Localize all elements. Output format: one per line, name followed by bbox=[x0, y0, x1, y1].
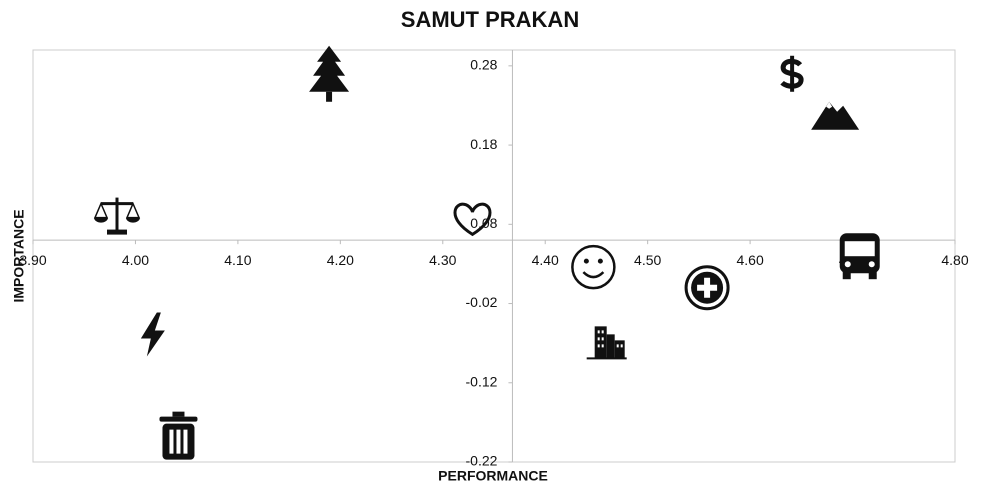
trash-handle bbox=[172, 411, 185, 417]
bus-window bbox=[844, 241, 875, 257]
point-icon bbox=[309, 45, 350, 102]
y-tick-label: 0.28 bbox=[470, 57, 497, 73]
bus-light-right bbox=[868, 261, 875, 268]
mountain-snow bbox=[826, 101, 833, 109]
x-tick-label: 4.80 bbox=[941, 252, 968, 268]
smiley-eye bbox=[597, 258, 603, 264]
point-icon bbox=[811, 101, 860, 130]
point-icon bbox=[140, 312, 165, 357]
scales-base bbox=[107, 229, 128, 235]
smiley-mouth bbox=[582, 271, 605, 279]
point-icon bbox=[780, 55, 804, 92]
point-icon bbox=[839, 233, 880, 280]
building-windows bbox=[597, 330, 623, 348]
tree-trunk bbox=[326, 91, 333, 102]
x-tick-label: 3.90 bbox=[19, 252, 46, 268]
y-tick-label: 0.08 bbox=[470, 215, 497, 231]
trash-slots bbox=[169, 429, 188, 454]
y-axis-title: IMPORTANCE bbox=[11, 209, 27, 302]
bus-light-left bbox=[844, 261, 851, 268]
x-axis-title: PERFORMANCE bbox=[438, 468, 548, 484]
y-tick-label: -0.02 bbox=[466, 294, 498, 310]
point-icon bbox=[453, 202, 492, 237]
x-tick-label: 4.60 bbox=[736, 252, 763, 268]
tree-top bbox=[309, 45, 350, 92]
x-tick-label: 4.00 bbox=[122, 252, 149, 268]
point-icon bbox=[586, 326, 627, 360]
bolt-shape bbox=[140, 312, 165, 357]
y-tick-label: -0.12 bbox=[466, 373, 498, 389]
building-tower bbox=[594, 326, 607, 359]
point-icon bbox=[571, 244, 616, 290]
building-mid bbox=[606, 334, 615, 359]
hospital-ring bbox=[684, 265, 730, 311]
mountain-shape bbox=[811, 101, 860, 130]
x-tick-label: 4.30 bbox=[429, 252, 456, 268]
scales-bowls bbox=[94, 217, 141, 223]
y-tick-label: -0.22 bbox=[466, 453, 498, 469]
building-low bbox=[614, 340, 625, 359]
x-tick-label: 4.20 bbox=[327, 252, 354, 268]
smiley-face bbox=[571, 244, 616, 290]
point-icon bbox=[684, 265, 730, 311]
point-icon bbox=[93, 197, 141, 235]
bus-wheel-right bbox=[868, 271, 877, 280]
trash-lid bbox=[159, 416, 198, 422]
x-tick-label: 4.50 bbox=[634, 252, 661, 268]
bus-wheel-left bbox=[842, 271, 851, 280]
y-tick-label: 0.18 bbox=[470, 136, 497, 152]
heart-shape bbox=[453, 202, 492, 237]
x-tick-label: 4.40 bbox=[532, 252, 559, 268]
smiley-eye bbox=[583, 258, 589, 264]
x-tick-label: 4.10 bbox=[224, 252, 251, 268]
plot-frame bbox=[32, 49, 956, 463]
point-icon bbox=[159, 411, 198, 460]
hospital-cross bbox=[697, 277, 718, 298]
chart-title: SAMUT PRAKAN bbox=[401, 7, 579, 32]
